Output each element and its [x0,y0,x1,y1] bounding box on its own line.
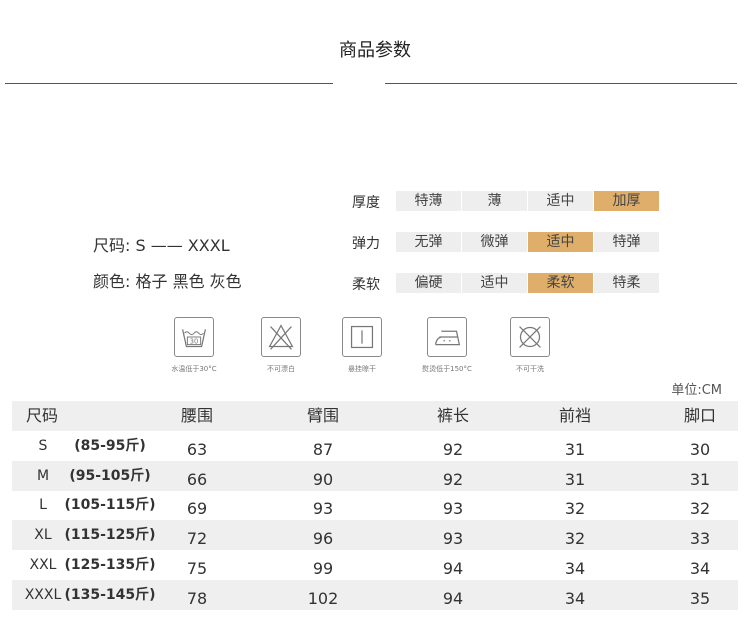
wash-30-icon: 30 [174,317,214,357]
attr-label: 柔软 [352,277,380,293]
hang-dry-icon [342,317,382,357]
care-label: 不可干洗 [516,365,544,373]
size-info: 尺码: S —— XXXL [93,236,230,255]
weight-cell: (85-95斤) [74,438,146,454]
value-cell: 32 [564,529,586,549]
attr-option: 适中 [462,273,527,293]
attr-option: 适中 [528,191,593,211]
value-cell: 93 [442,499,464,519]
care-label: 不可漂白 [267,365,295,373]
size-cell: XL [34,527,52,544]
size-cell: L [39,497,47,514]
value-cell: 92 [442,440,464,459]
value-cell: 94 [442,558,464,578]
weight-cell: (105-115斤) [64,497,156,514]
value-cell: 99 [312,558,334,578]
value-cell: 32 [689,499,711,519]
attr-label: 弹力 [352,236,380,252]
value-cell: 102 [307,588,339,608]
attr-option-selected: 适中 [528,232,593,252]
weight-cell: (135-145斤) [64,586,156,603]
size-cell: M [36,467,50,484]
value-cell: 93 [312,499,334,519]
unit-label: 单位:CM [671,383,722,398]
value-cell: 34 [689,558,711,578]
value-cell: 94 [442,588,464,608]
column-header: 臂围 [306,406,339,425]
attr-option-selected: 柔软 [528,273,593,293]
size-cell: XXL [29,556,57,573]
column-header: 脚口 [683,406,716,425]
no-bleach-icon [261,317,301,357]
value-cell: 63 [186,440,208,459]
size-cell: S [38,438,48,454]
attr-option: 特薄 [396,191,461,211]
table-header: 尺码 腰围 臂围 裤长 前裆 脚口 [12,401,738,431]
table-row: S (85-95斤) 63 87 92 31 30 [12,431,738,461]
value-cell: 69 [186,499,208,519]
attr-option: 特弹 [594,232,659,252]
svg-text:30: 30 [190,338,198,346]
care-label: 熨烫低于150°C [422,365,472,373]
value-cell: 66 [186,469,208,489]
value-cell: 72 [186,529,208,549]
column-header: 裤长 [436,406,469,425]
no-dry-clean-icon [510,317,550,357]
value-cell: 92 [442,469,464,489]
table-row: L (105-115斤) 69 93 93 32 32 [12,490,738,520]
column-header: 尺码 [26,406,59,425]
value-cell: 33 [689,529,711,549]
value-cell: 32 [564,499,586,519]
value-cell: 93 [442,529,464,549]
value-cell: 34 [564,588,586,608]
value-cell: 75 [186,558,208,578]
table-row: XXXL (135-145斤) 78 102 94 34 35 [12,579,738,610]
column-header: 腰围 [180,406,213,425]
value-cell: 87 [312,440,334,459]
value-cell: 30 [689,440,711,459]
value-cell: 35 [689,588,711,608]
table-row: M (95-105斤) 66 90 92 31 31 [12,460,738,491]
attr-option: 特柔 [594,273,659,293]
attr-option: 偏硬 [396,273,461,293]
attr-option: 无弹 [396,232,461,252]
value-cell: 34 [564,558,586,578]
value-cell: 31 [564,469,586,489]
weight-cell: (95-105斤) [69,467,151,484]
value-cell: 31 [689,469,711,489]
attr-option-selected: 加厚 [594,191,659,211]
weight-cell: (125-135斤) [64,556,156,573]
value-cell: 90 [312,469,334,489]
value-cell: 78 [186,588,208,608]
column-header: 前裆 [558,406,591,425]
size-cell: XXXL [24,586,62,603]
table-row: XL (115-125斤) 72 96 93 32 33 [12,520,738,551]
page-title: 商品参数 [339,40,411,61]
care-label: 悬挂晾干 [348,365,376,373]
color-info: 颜色: 格子 黑色 灰色 [93,272,242,291]
table-row: XXL (125-135斤) 75 99 94 34 34 [12,550,738,580]
value-cell: 31 [564,440,586,459]
attr-option: 薄 [462,191,527,211]
attr-label: 厚度 [352,195,380,211]
divider-right [385,83,737,84]
attr-option: 微弹 [462,232,527,252]
divider-left [5,83,333,84]
weight-cell: (115-125斤) [64,527,156,544]
iron-icon [427,317,467,357]
care-label: 水温低于30°C [171,365,217,373]
value-cell: 96 [312,529,334,549]
